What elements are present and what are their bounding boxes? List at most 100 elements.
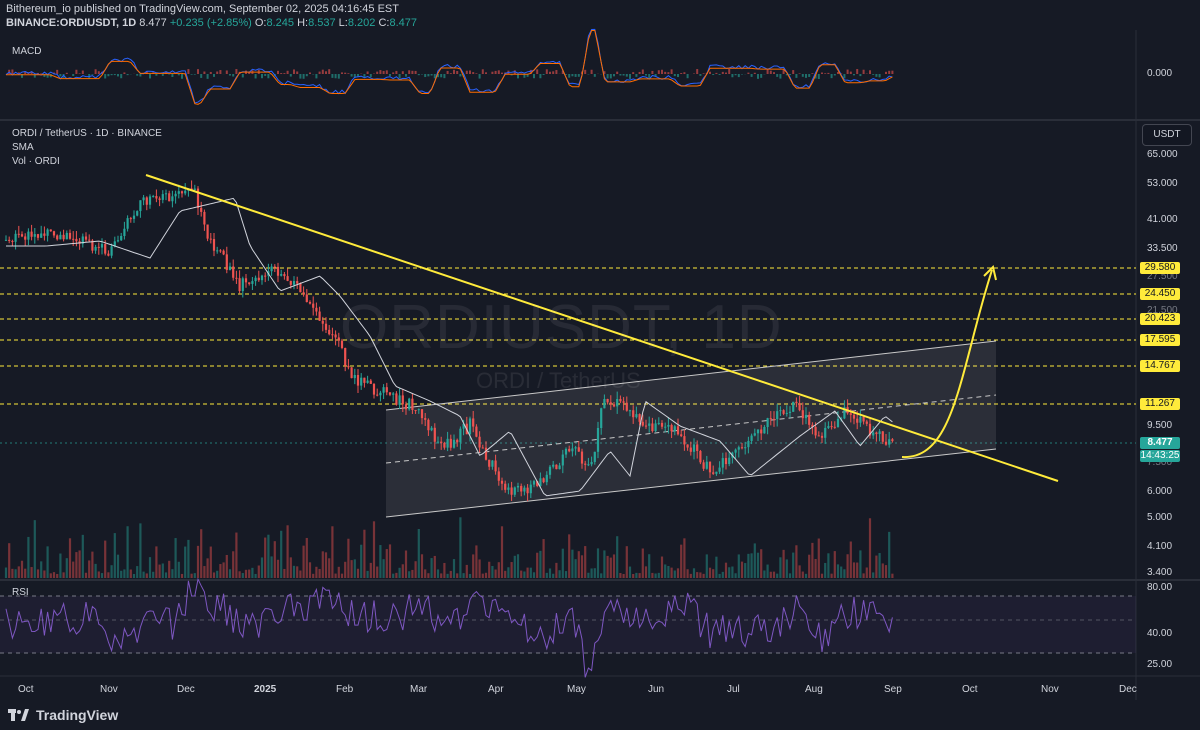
candle-body (305, 294, 308, 303)
macd-histogram-bar (417, 74, 420, 76)
candle-body (4, 239, 8, 241)
volume-bar (811, 542, 814, 578)
macd-histogram-bar (318, 71, 321, 74)
candle-body (414, 409, 417, 411)
volume-bar (139, 523, 142, 578)
candle-body (337, 337, 340, 341)
macd-histogram-bar (229, 74, 231, 76)
volume-bar (881, 563, 884, 578)
candle-body (120, 235, 123, 241)
price-axis-label: 6.000 (1147, 486, 1173, 497)
macd-histogram-bar (731, 74, 734, 78)
candle-body (568, 448, 571, 452)
candle-body (724, 458, 728, 465)
candle-body (331, 334, 334, 336)
candle-body (692, 444, 696, 452)
candle-body (772, 418, 776, 420)
currency-button[interactable]: USDT (1142, 124, 1192, 146)
macd-histogram-bar (613, 74, 615, 77)
volume-bar (808, 554, 811, 578)
volume-bar (318, 568, 321, 578)
macd-histogram-bar (661, 69, 663, 74)
sma-indicator-label[interactable]: SMA (12, 142, 34, 153)
volume-bar (392, 573, 395, 578)
candle-body (612, 404, 616, 407)
volume-bar (382, 559, 385, 578)
volume-bar (395, 572, 398, 578)
candle-body (100, 244, 104, 248)
open-value: 8.245 (266, 17, 295, 29)
macd-histogram-bar (843, 74, 846, 79)
volume-bar (225, 554, 228, 578)
candle-body (830, 426, 833, 428)
volume-bar (312, 573, 315, 578)
volume-bar (100, 573, 104, 578)
macd-histogram-bar (856, 69, 859, 74)
volume-bar (254, 573, 257, 578)
volume-bar (78, 550, 81, 578)
volume-bar (680, 544, 683, 578)
candle-body (56, 235, 59, 240)
candle-body (472, 418, 475, 427)
volume-bar (788, 573, 792, 578)
price-axis-label: 5.000 (1147, 512, 1173, 523)
macd-histogram-bar (177, 74, 180, 76)
candle-body (84, 236, 88, 240)
candle-body (433, 427, 436, 442)
volume-bar (424, 569, 427, 578)
candle-body (33, 234, 36, 237)
candle-body (376, 394, 379, 396)
volume-bar (65, 558, 68, 578)
level-tag: 17.595 (1140, 334, 1180, 346)
candle-body (699, 450, 702, 463)
macd-histogram-bar (632, 72, 635, 74)
macd-histogram-bar (574, 74, 577, 77)
candle-body (760, 429, 763, 434)
macd-label[interactable]: MACD (12, 46, 42, 57)
candle-body (148, 196, 152, 205)
time-axis-label: Jul (727, 684, 740, 695)
candle-body (478, 436, 481, 448)
macd-histogram-bar (427, 74, 430, 77)
macd-histogram-bar (49, 74, 52, 78)
macd-histogram-bar (875, 74, 878, 77)
candle-body (116, 240, 120, 242)
candle-body (36, 234, 40, 238)
macd-histogram-bar (821, 72, 823, 74)
volume-bar (209, 546, 212, 578)
volume-bar (494, 569, 497, 578)
macd-histogram-bar (123, 72, 126, 74)
symbol-name[interactable]: BINANCE:ORDIUSDT, 1D (6, 17, 137, 29)
volume-bar (468, 573, 472, 578)
candle-body (155, 196, 158, 199)
candle-body (852, 414, 856, 419)
macd-histogram-bar (17, 72, 20, 74)
rsi-label[interactable]: RSI (12, 587, 29, 598)
volume-indicator-label[interactable]: Vol · ORDI (12, 156, 60, 167)
tradingview-logo[interactable]: TradingView (8, 707, 118, 723)
volume-bar (184, 546, 187, 578)
volume-bar (827, 553, 830, 578)
candle-body (8, 239, 11, 241)
candle-body (430, 427, 433, 431)
candle-body (251, 281, 254, 284)
volume-bar (228, 569, 232, 578)
macd-histogram-bar (561, 70, 564, 74)
candle-body (190, 188, 193, 190)
time-axis-label: Apr (488, 684, 504, 695)
volume-bar (324, 552, 328, 578)
macd-histogram-bar (641, 69, 644, 74)
volume-bar (568, 534, 571, 578)
volume-bar (696, 572, 699, 578)
candle-body (555, 464, 558, 470)
macd-histogram-bar (104, 74, 107, 79)
macd-histogram-bar (107, 74, 110, 77)
volume-bar (104, 540, 107, 578)
volume-bar (798, 565, 801, 578)
macd-histogram-bar (491, 71, 494, 74)
candle-body (241, 278, 244, 292)
volume-bar (516, 554, 520, 578)
volume-bar (200, 529, 203, 578)
macd-histogram-bar (453, 69, 455, 74)
